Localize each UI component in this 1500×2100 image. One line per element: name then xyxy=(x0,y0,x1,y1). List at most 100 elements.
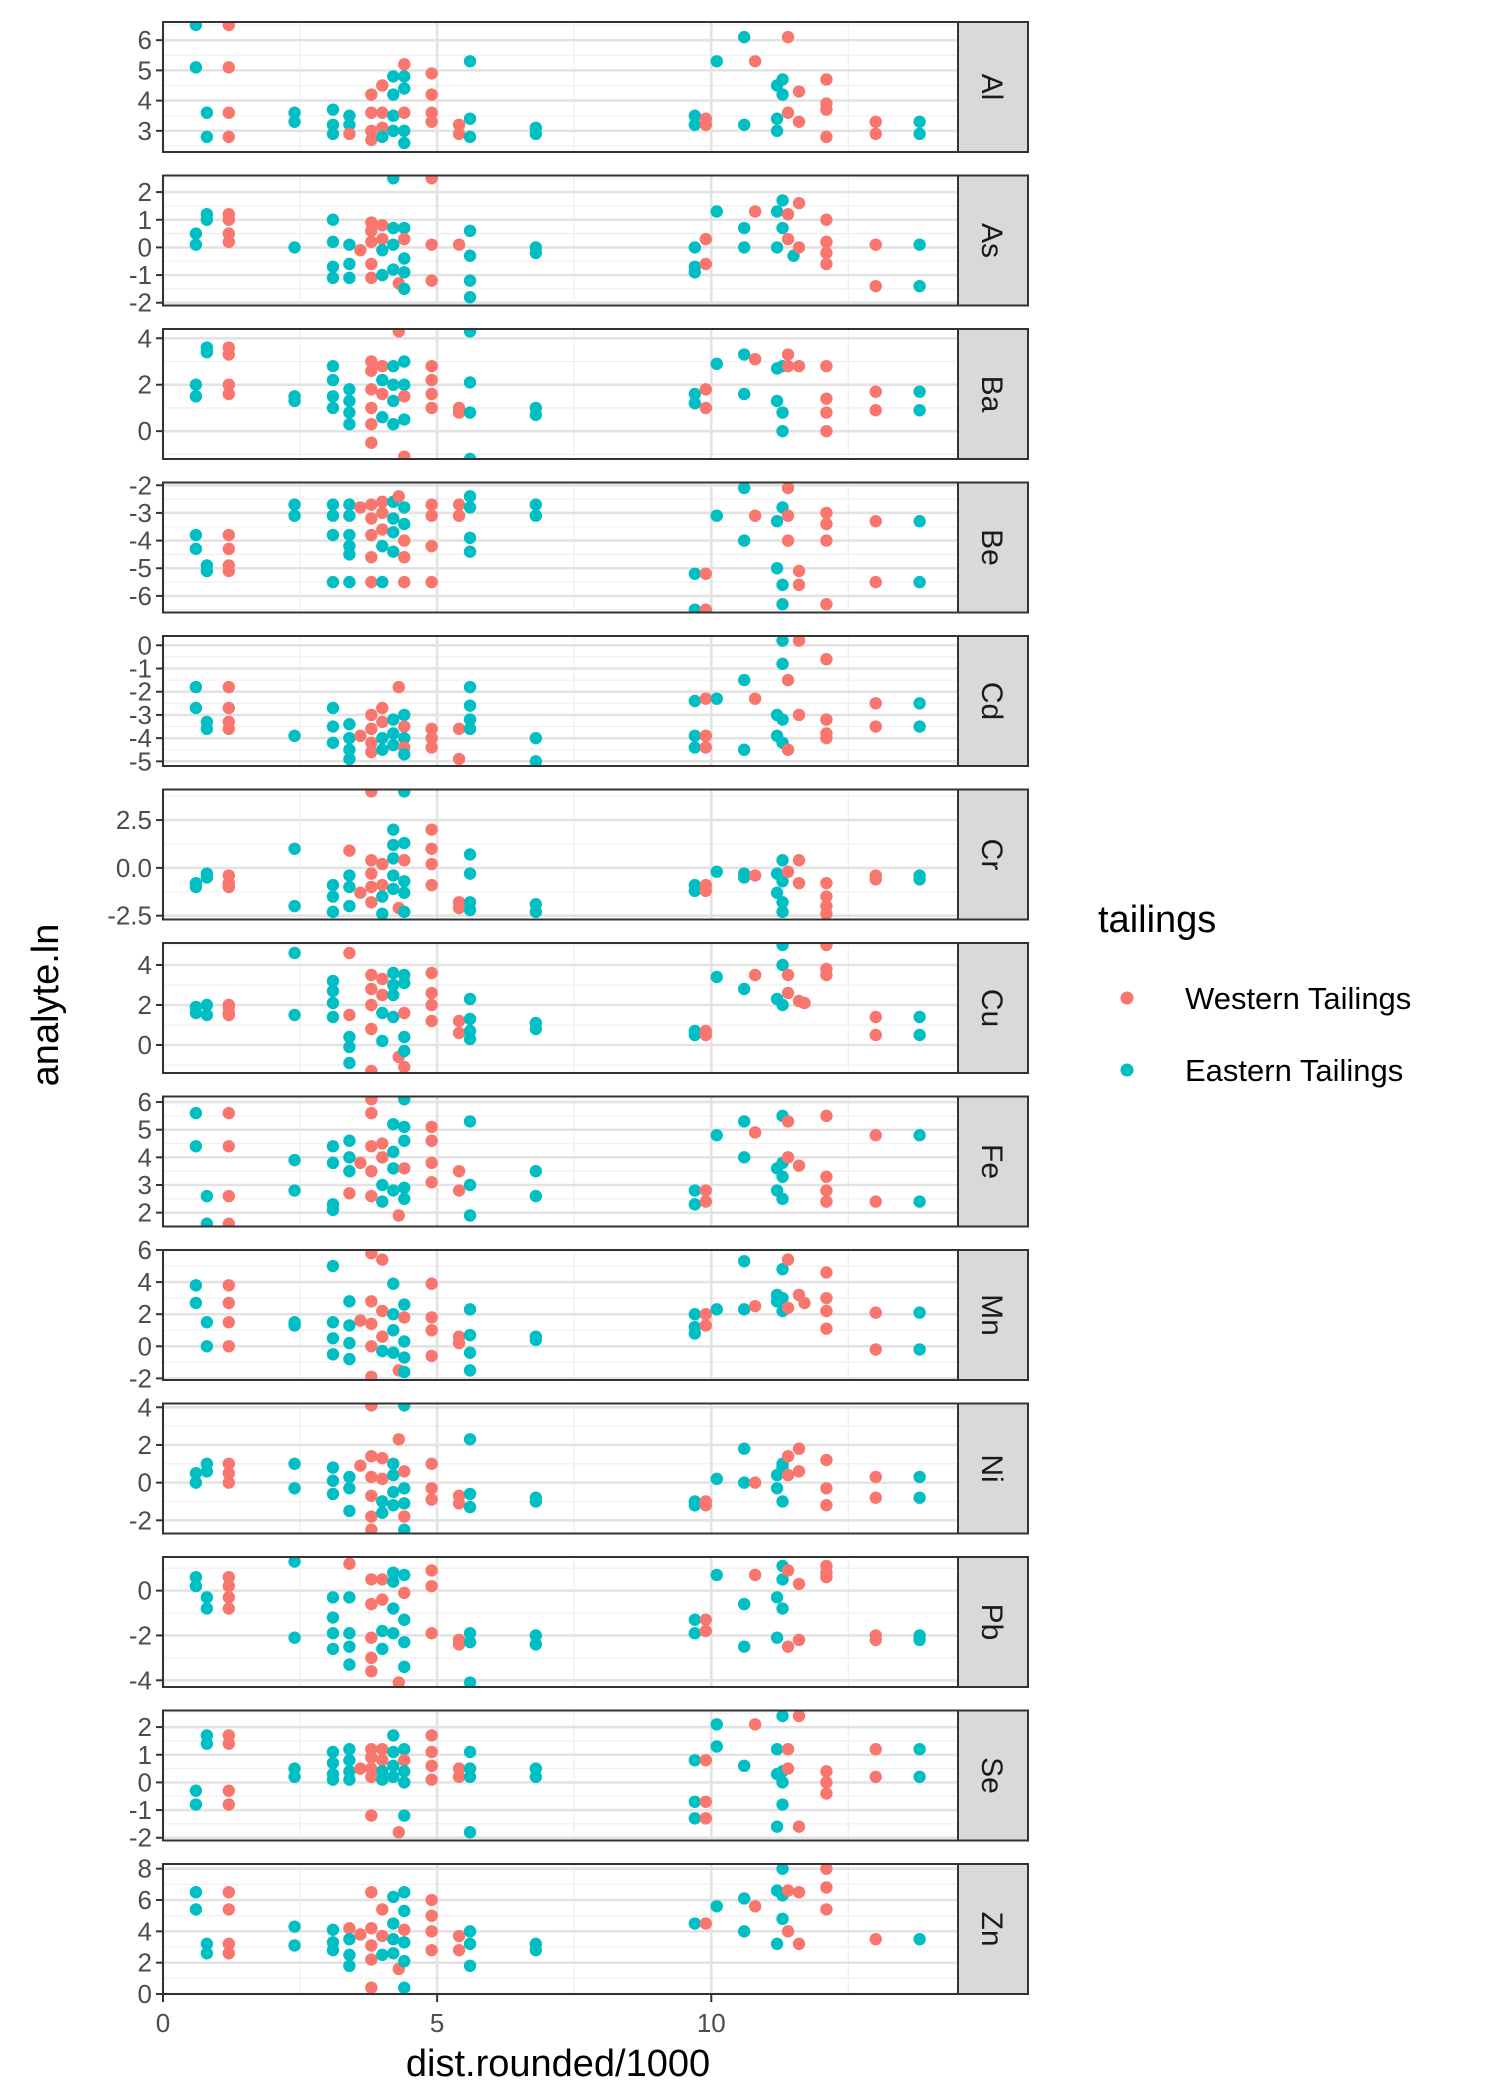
data-point xyxy=(387,394,400,408)
data-point xyxy=(463,992,477,1006)
legend-label: Western Tailings xyxy=(1185,981,1411,1016)
data-point xyxy=(748,1126,762,1139)
data-point xyxy=(343,731,356,745)
data-point xyxy=(820,392,833,405)
y-tick-label: 4 xyxy=(138,323,152,353)
data-point xyxy=(365,1470,378,1484)
y-tick-label: 6 xyxy=(138,1087,152,1117)
data-point xyxy=(463,1178,477,1192)
data-point xyxy=(463,1328,477,1342)
data-point xyxy=(376,1506,389,1519)
data-point xyxy=(776,1263,789,1276)
facet-label-ni: Ni xyxy=(975,1454,1008,1482)
data-point xyxy=(452,752,466,766)
data-point xyxy=(376,79,389,92)
data-point xyxy=(398,1351,411,1364)
data-point xyxy=(326,736,340,749)
y-tick-label: -2 xyxy=(129,1505,152,1535)
data-point xyxy=(288,498,301,511)
data-point xyxy=(354,243,367,257)
data-point xyxy=(781,348,795,361)
data-point xyxy=(688,1307,702,1321)
data-point xyxy=(376,359,389,373)
data-point xyxy=(425,1134,438,1147)
data-point xyxy=(770,112,784,125)
facet-panel-ni: -2 0 2 4 Ni xyxy=(129,1392,1029,1535)
data-point xyxy=(776,1710,789,1723)
data-point xyxy=(326,1259,340,1273)
data-point xyxy=(376,232,389,246)
data-point xyxy=(776,1170,789,1183)
data-point xyxy=(343,1008,356,1022)
data-point xyxy=(326,118,340,131)
data-point xyxy=(425,1564,438,1577)
data-point xyxy=(710,509,723,522)
data-point xyxy=(737,1640,751,1653)
data-point xyxy=(463,1627,477,1640)
data-point xyxy=(737,1442,751,1455)
data-point xyxy=(222,1937,235,1951)
data-point xyxy=(398,136,411,150)
data-point xyxy=(770,241,784,254)
data-point xyxy=(463,1346,477,1359)
data-point xyxy=(365,1597,378,1611)
data-point xyxy=(781,986,795,1000)
data-point xyxy=(398,266,411,279)
data-point xyxy=(222,1340,235,1353)
data-point xyxy=(425,373,438,387)
data-point xyxy=(869,515,882,528)
data-point xyxy=(425,1579,438,1593)
data-point xyxy=(452,509,466,522)
data-point xyxy=(820,73,833,86)
data-point xyxy=(392,680,405,694)
y-tick-label: -4 xyxy=(129,1665,152,1695)
data-point xyxy=(387,852,400,865)
data-point xyxy=(343,752,356,766)
data-point xyxy=(699,118,712,131)
data-point xyxy=(326,974,340,988)
data-point xyxy=(688,387,702,401)
data-point xyxy=(326,390,340,403)
data-point xyxy=(376,539,389,553)
data-point xyxy=(376,575,389,589)
data-point xyxy=(398,731,411,745)
data-point xyxy=(343,1151,356,1164)
data-point xyxy=(781,359,795,373)
data-point xyxy=(452,1497,466,1510)
data-point xyxy=(776,1573,789,1586)
y-tick-label: 0 xyxy=(138,416,152,446)
y-tick-label: 1 xyxy=(138,205,152,235)
data-point xyxy=(820,1266,833,1279)
data-point xyxy=(398,1568,411,1582)
data-point xyxy=(222,880,235,894)
data-point xyxy=(688,741,702,754)
data-point xyxy=(189,680,203,694)
points-al xyxy=(189,22,926,150)
data-point xyxy=(343,528,356,542)
data-point xyxy=(781,1301,795,1314)
data-point xyxy=(913,115,926,128)
data-point xyxy=(398,450,411,459)
data-point xyxy=(699,741,712,754)
data-point xyxy=(365,550,378,564)
data-point xyxy=(869,1470,882,1484)
data-point xyxy=(387,1010,400,1024)
data-point xyxy=(398,1586,411,1600)
data-point xyxy=(288,509,301,522)
data-point xyxy=(376,1929,389,1943)
data-point xyxy=(776,1912,789,1926)
data-point xyxy=(376,121,389,135)
data-point xyxy=(820,534,833,547)
data-point xyxy=(343,1754,356,1767)
facet-strip xyxy=(957,174,1029,307)
data-point xyxy=(222,1189,235,1203)
data-point xyxy=(387,1729,400,1742)
data-point xyxy=(365,1164,378,1178)
data-point xyxy=(288,729,301,743)
data-point xyxy=(343,394,356,408)
data-point xyxy=(387,966,400,980)
data-point xyxy=(189,1467,203,1480)
data-point xyxy=(781,482,795,495)
data-point xyxy=(737,867,751,880)
data-point xyxy=(748,869,762,882)
